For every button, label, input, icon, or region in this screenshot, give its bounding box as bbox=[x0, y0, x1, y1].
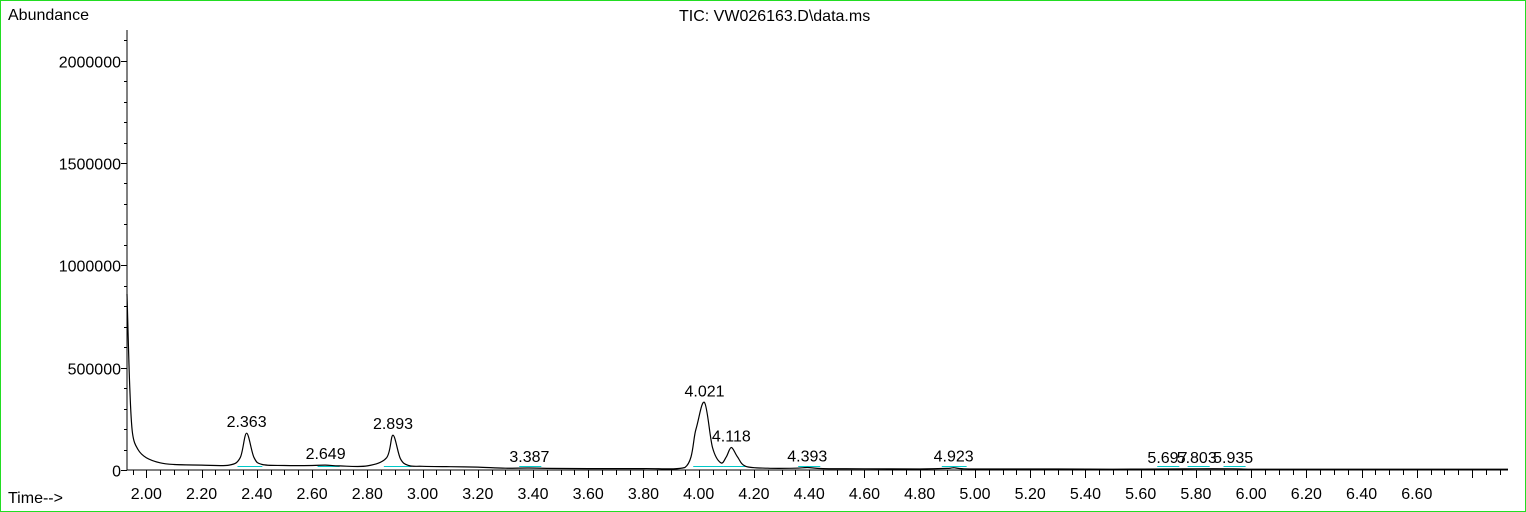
axes: 0 500000 1000000 1500000 2000000 2.00 2.20 2.40… bbox=[59, 30, 1508, 503]
y-axis-label: Abundance bbox=[8, 7, 89, 24]
y-tick-label: 2000000 bbox=[59, 55, 121, 72]
x-tick-label: 3.60 bbox=[573, 486, 604, 503]
x-tick-label: 2.20 bbox=[186, 486, 217, 503]
x-tick-label: 3.00 bbox=[407, 486, 438, 503]
peak-label: 5.697 bbox=[1147, 450, 1187, 467]
x-tick-label: 3.80 bbox=[628, 486, 659, 503]
x-tick-label: 4.40 bbox=[794, 486, 825, 503]
y-tick-label: 500000 bbox=[68, 362, 121, 379]
x-tick-label: 5.60 bbox=[1125, 486, 1156, 503]
peak-label: 3.387 bbox=[509, 449, 549, 466]
x-tick-label: 5.40 bbox=[1070, 486, 1101, 503]
peak-label: 4.393 bbox=[787, 449, 827, 466]
y-tick-label: 1500000 bbox=[59, 157, 121, 174]
peak-label: 5.803 bbox=[1177, 450, 1217, 467]
x-tick-label: 2.80 bbox=[352, 486, 383, 503]
x-tick-label: 6.20 bbox=[1291, 486, 1322, 503]
x-axis-label: Time--> bbox=[8, 490, 63, 507]
peak-label: 2.649 bbox=[306, 446, 346, 463]
y-tick-label: 1000000 bbox=[59, 259, 121, 276]
tic-trace-line bbox=[126, 293, 1508, 470]
x-tick-label: 4.60 bbox=[849, 486, 880, 503]
peak-label: 4.021 bbox=[685, 383, 725, 400]
peak-label: 4.118 bbox=[712, 428, 751, 445]
x-tick-label: 4.00 bbox=[683, 486, 714, 503]
x-tick-label: 5.80 bbox=[1180, 486, 1211, 503]
x-tick-label: 6.60 bbox=[1401, 486, 1432, 503]
peak-label: 2.893 bbox=[373, 416, 413, 433]
trace bbox=[126, 293, 1508, 470]
x-tick-label: 6.40 bbox=[1346, 486, 1377, 503]
x-tick-label: 4.20 bbox=[738, 486, 769, 503]
x-tick-label: 4.80 bbox=[904, 486, 935, 503]
peak-labels: 2.363 2.649 2.893 3.387 4.021 4.118 4.393 4.923… bbox=[227, 383, 1254, 467]
x-tick-label: 2.40 bbox=[241, 486, 272, 503]
x-tick-label: 5.20 bbox=[1015, 486, 1046, 503]
peak-label: 2.363 bbox=[227, 414, 267, 431]
peak-label: 5.935 bbox=[1213, 450, 1253, 467]
x-tick-label: 2.00 bbox=[131, 486, 162, 503]
x-tick-label: 5.00 bbox=[959, 486, 990, 503]
y-tick-label: 0 bbox=[112, 464, 121, 481]
x-tick-label: 6.00 bbox=[1236, 486, 1267, 503]
peak-label: 4.923 bbox=[934, 449, 974, 466]
chart-title: TIC: VW026163.D\data.ms bbox=[679, 8, 871, 25]
x-tick-label: 3.20 bbox=[462, 486, 493, 503]
x-tick-label: 3.40 bbox=[517, 486, 548, 503]
x-tick-label: 2.60 bbox=[296, 486, 327, 503]
